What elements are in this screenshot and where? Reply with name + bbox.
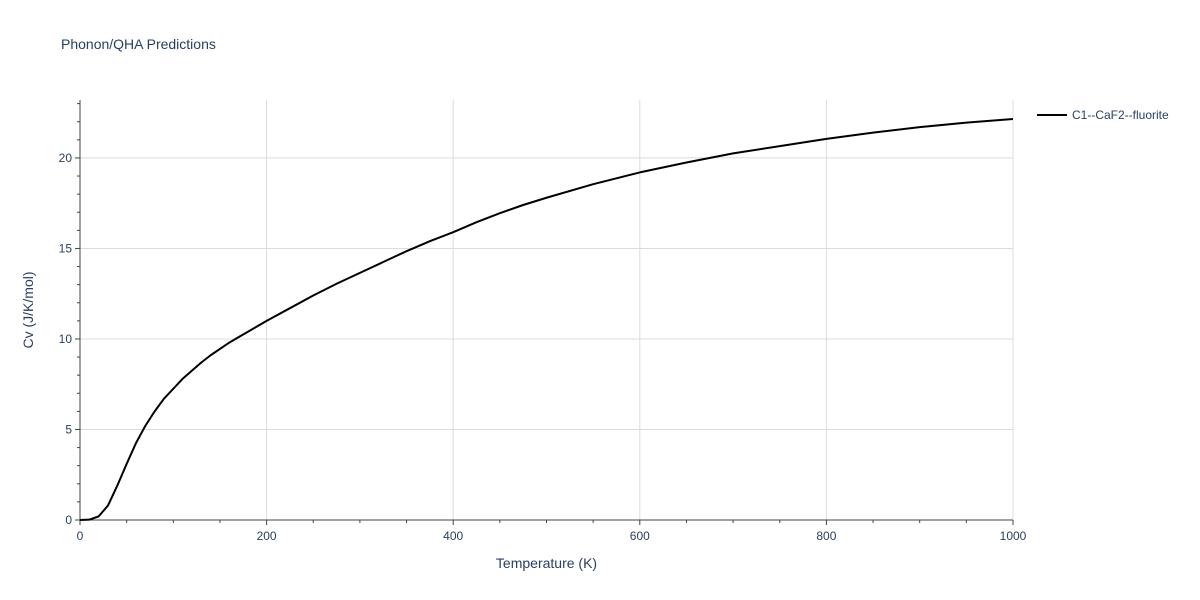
legend[interactable]: C1--CaF2--fluorite [1037, 108, 1169, 122]
series-line [79, 118, 1014, 521]
x-tick-label: 200 [257, 529, 277, 543]
y-tick-label: 5 [65, 422, 72, 436]
x-tick-label: 600 [630, 529, 650, 543]
x-tick-label: 400 [443, 529, 463, 543]
axes: 0 200 400 600 800 1000 0 5 10 15 20 Temperature (K)… [20, 100, 1027, 571]
y-tick-label: 0 [65, 513, 72, 527]
series-layer [79, 118, 1014, 521]
x-tick-label: 800 [816, 529, 836, 543]
chart-title: Phonon/QHA Predictions [61, 36, 216, 52]
y-tick-label: 20 [59, 151, 73, 165]
y-tick-label: 15 [59, 241, 73, 255]
x-axis-title: Temperature (K) [496, 555, 597, 571]
x-tick-label: 0 [77, 529, 84, 543]
legend-label: C1--CaF2--fluorite [1072, 108, 1169, 122]
grid-lines [80, 100, 1014, 520]
y-tick-label: 10 [59, 332, 73, 346]
x-tick-label: 1000 [1000, 529, 1027, 543]
y-axis-title: Cv (J/K/mol) [20, 272, 36, 349]
